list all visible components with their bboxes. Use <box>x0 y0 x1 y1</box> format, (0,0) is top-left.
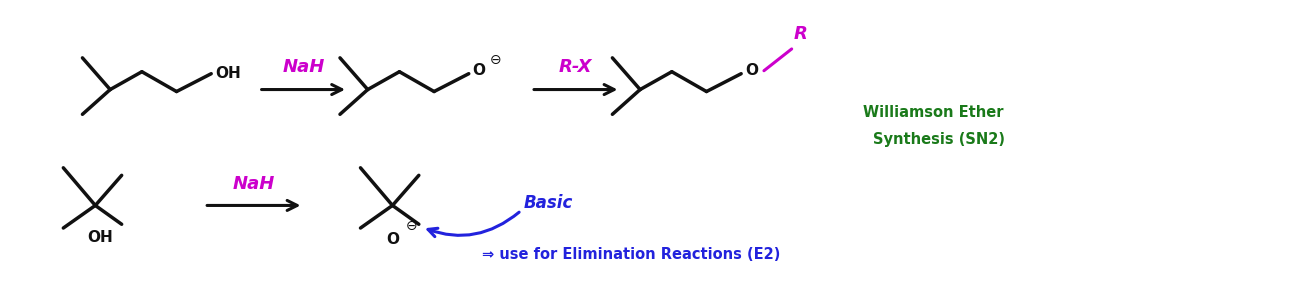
Text: O: O <box>746 63 757 78</box>
Text: O: O <box>473 63 486 78</box>
Text: ⊖: ⊖ <box>405 219 417 233</box>
Text: Williamson Ether: Williamson Ether <box>863 105 1003 120</box>
Text: NaH: NaH <box>232 175 276 193</box>
Text: O: O <box>387 232 400 247</box>
Text: R-X: R-X <box>559 58 593 76</box>
Text: ⊖: ⊖ <box>490 53 502 67</box>
Text: Basic: Basic <box>524 194 572 213</box>
Text: R: R <box>794 25 807 43</box>
Text: OH: OH <box>215 66 240 81</box>
Text: Synthesis (SN2): Synthesis (SN2) <box>872 132 1004 147</box>
Text: OH: OH <box>88 230 114 245</box>
Text: ⇒ use for Elimination Reactions (E2): ⇒ use for Elimination Reactions (E2) <box>482 248 780 263</box>
Text: NaH: NaH <box>282 58 324 76</box>
